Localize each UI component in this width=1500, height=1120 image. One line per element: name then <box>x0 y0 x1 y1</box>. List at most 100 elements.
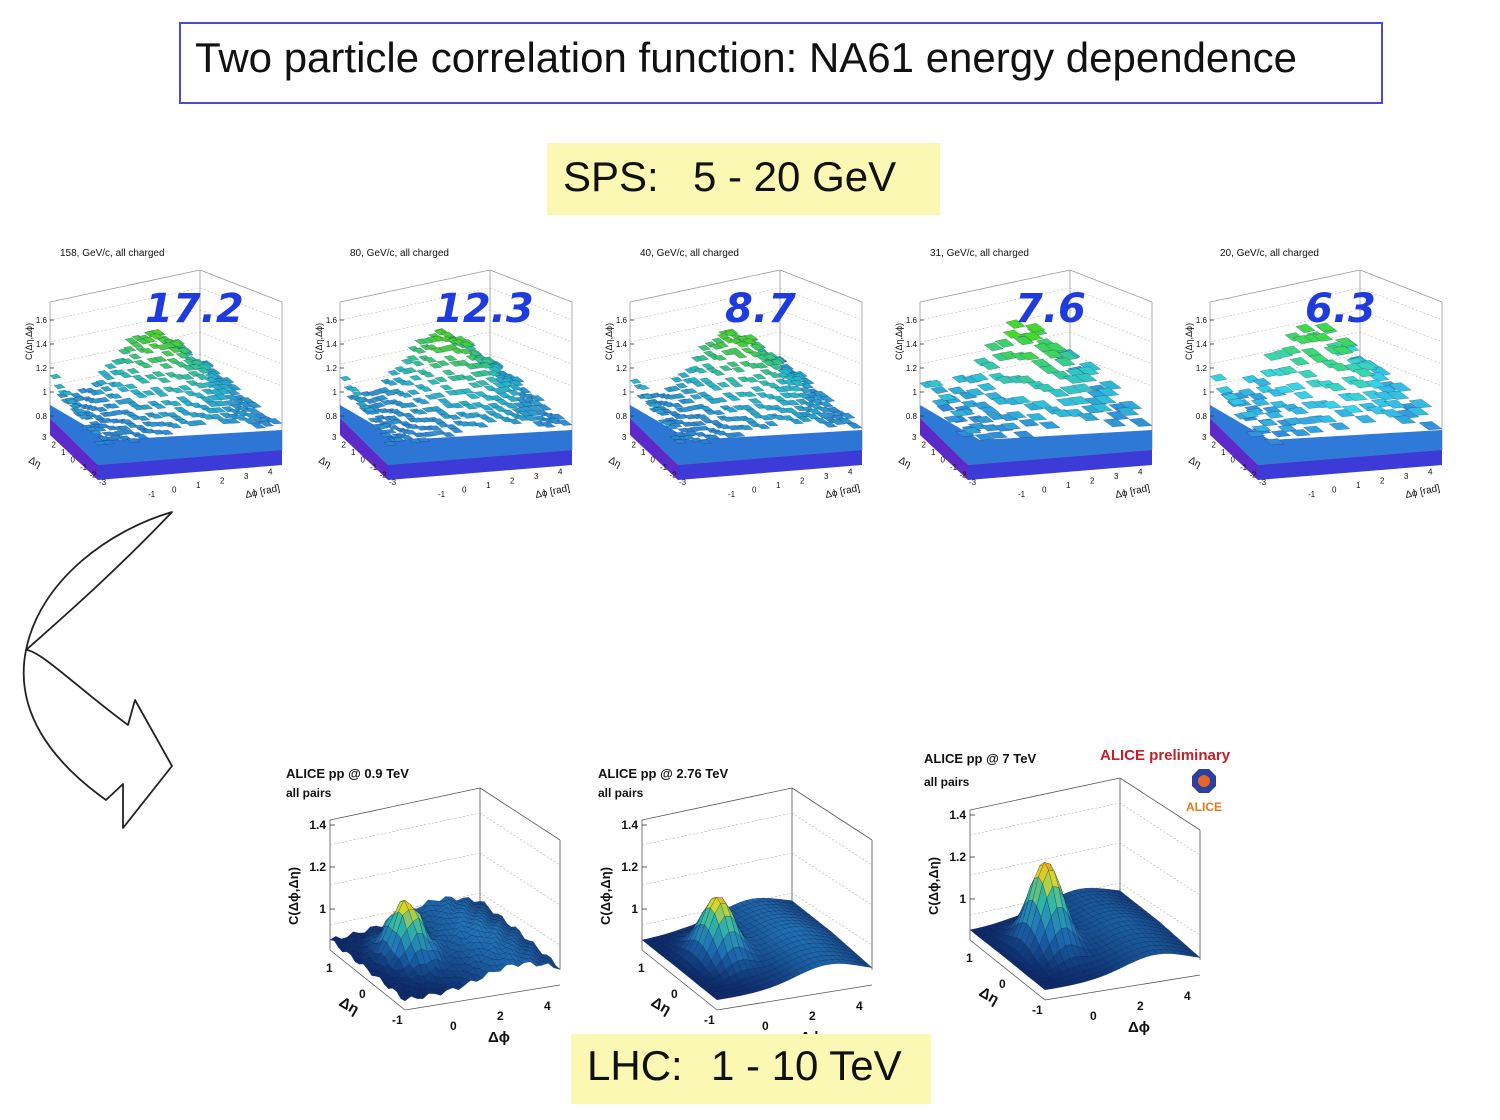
surface-cell-247 <box>424 431 439 437</box>
surface-cell-146 <box>179 373 195 380</box>
surface-cell-105 <box>1341 405 1364 414</box>
surface-cell-15 <box>936 403 956 412</box>
phi-tick-label-1: 0 <box>1042 486 1047 495</box>
surface-cell-46 <box>1274 385 1295 394</box>
surface-cell-42 <box>1227 398 1247 406</box>
surface-cell-14 <box>1215 386 1234 394</box>
surface-cell-124 <box>753 362 769 369</box>
surface-cell-97 <box>1408 399 1433 409</box>
alice-plot-2: ALICE pp @ 2.76 TeV all pairs 1.4 1.2 1 C(Δϕ,… <box>592 760 902 1046</box>
z-axis-label: C(Δη,Δϕ) <box>604 323 614 360</box>
phi-axis-label: Δϕ [rad] <box>534 483 571 501</box>
plot-header: 20, GeV/c, all charged <box>1220 248 1319 259</box>
surface-cell-101 <box>1000 422 1022 430</box>
surface-cell-77 <box>720 349 735 356</box>
box-edge-1 <box>919 269 1071 303</box>
eta-tick-label-6: -3 <box>969 478 977 487</box>
alice-plot-2-svg: ALICE pp @ 2.76 TeV all pairs 1.4 1.2 1 C(Δϕ,… <box>598 766 873 1046</box>
z-tick-label-1: 1.4 <box>326 340 338 349</box>
surface-cell-52 <box>404 367 418 374</box>
alice-plot-subtitle: all pairs <box>598 786 644 800</box>
surface-cell-0 <box>49 373 62 380</box>
surface-cell-242 <box>673 439 687 444</box>
phi-tick-label-5: 4 <box>558 468 563 477</box>
surface-cell-161 <box>711 409 726 416</box>
z-tick-label-4: 0.8 <box>1196 412 1208 421</box>
grid-line-r0 <box>199 287 283 321</box>
grid-line-r1 <box>1359 309 1443 343</box>
surface-cell-217 <box>527 405 543 412</box>
z-axis-label: C(Δϕ,Δη) <box>598 867 613 925</box>
surface-cell-98 <box>428 362 443 369</box>
surface-cell-193 <box>504 395 521 402</box>
surface-cell-92 <box>1345 392 1369 401</box>
surface-cell-71 <box>97 397 111 403</box>
surface-cell-138 <box>699 405 713 412</box>
z-tick-label-0: 1.6 <box>1196 316 1208 325</box>
phi-tick-label-2: 4 <box>856 999 863 1013</box>
surface-cell-51 <box>1332 345 1354 355</box>
eta-axis-label: Δη <box>1187 455 1203 470</box>
eta-tick-label-0: 3 <box>332 433 337 442</box>
surface-cell-0 <box>629 378 642 384</box>
surface-cell-259 <box>523 415 540 422</box>
eta-axis-label: Δη <box>976 984 1002 1009</box>
phi-tick-label-0: 0 <box>762 1019 769 1033</box>
grid-line-r2 <box>199 331 283 365</box>
surface-cell-119 <box>136 378 151 384</box>
grid-line-l0 <box>629 287 781 321</box>
surface-cell-132 <box>653 409 667 415</box>
surface-cell-207 <box>447 414 462 420</box>
surface-cell-250 <box>449 427 464 434</box>
eta-tick-label-5: -2 <box>960 471 968 480</box>
grid-line-r0 <box>791 812 873 866</box>
surface-cell-220 <box>89 430 103 435</box>
surface-cell-0 <box>339 375 352 382</box>
grid-line-r3 <box>779 353 863 387</box>
surface-cell-132 <box>363 407 377 413</box>
phi-tick-label-2: 4 <box>544 999 551 1013</box>
surface-cell-100 <box>153 356 168 363</box>
surface-cell-53 <box>701 363 715 370</box>
phi-tick-label-1: 0 <box>172 486 177 495</box>
surface-cell-33 <box>1278 365 1299 375</box>
alice-logo-text: ALICE <box>1186 800 1222 814</box>
surface-cell-169 <box>773 386 789 393</box>
surface-cell-154 <box>77 414 91 420</box>
surface-cell-48 <box>375 395 389 401</box>
grid-line-r1 <box>199 309 283 343</box>
surface-cell-36 <box>150 329 165 336</box>
surface-cell-72 <box>1263 411 1285 419</box>
surface-cell-191 <box>199 396 215 403</box>
surface-cell-256 <box>788 418 804 425</box>
surface-cell-66 <box>641 393 654 399</box>
box-edge-6 <box>1044 974 1201 1001</box>
surface-cell-6 <box>1273 348 1294 358</box>
surface-cell-72 <box>973 415 995 424</box>
phi-tick-label-4: 3 <box>534 472 539 481</box>
grid-line-l3 <box>919 353 1071 387</box>
alice-logo-icon <box>1192 769 1216 793</box>
base-slab <box>920 405 1152 465</box>
surface-cell-120 <box>724 377 738 383</box>
grid-line-r3 <box>1069 353 1153 387</box>
surface-cell-89 <box>1018 418 1040 427</box>
alice-plot-title: ALICE pp @ 2.76 TeV <box>598 766 729 781</box>
surface-cell-121 <box>731 366 746 373</box>
surface-cell-196 <box>818 401 835 408</box>
grid-line-l1 <box>629 309 781 343</box>
surface-cell-139 <box>706 398 721 405</box>
surface-cell-12 <box>711 337 725 344</box>
surface-cell-260 <box>821 421 838 428</box>
surface-cell-239 <box>243 412 260 419</box>
surface-cell-118 <box>709 385 723 391</box>
surface-cell-139 <box>416 399 431 405</box>
phi-tick-label-3: 2 <box>510 477 515 486</box>
surface-cell-243 <box>391 437 406 442</box>
phi-tick-label-1: 0 <box>1332 486 1337 495</box>
surface-cell-95 <box>116 386 131 393</box>
surface-cell-49 <box>672 393 686 399</box>
surface-cell-160 <box>413 409 428 415</box>
surface-cell-159 <box>696 414 710 420</box>
grid-line-r3 <box>1359 353 1443 387</box>
